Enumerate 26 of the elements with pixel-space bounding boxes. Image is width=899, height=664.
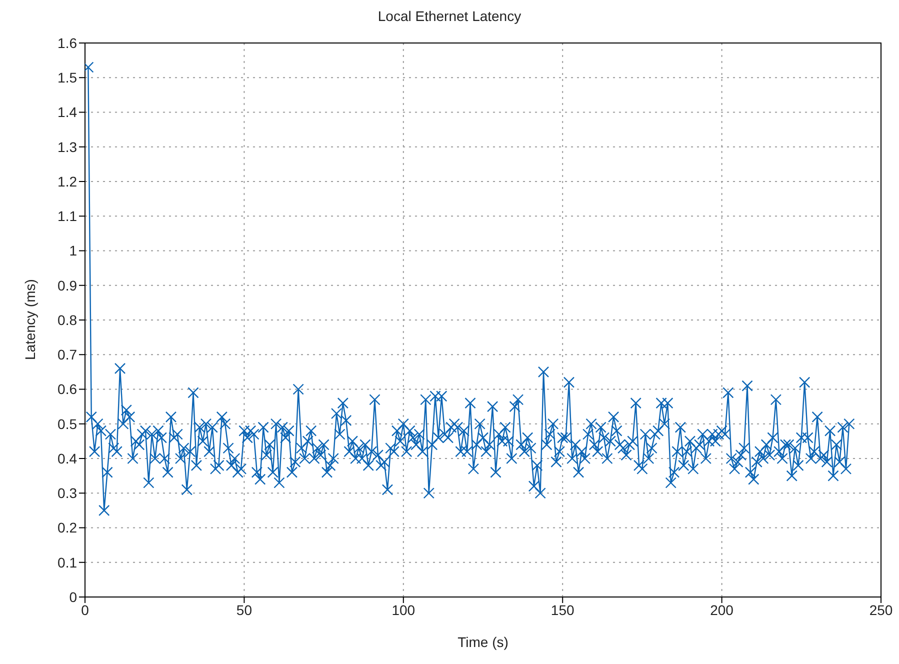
y-tick-label: 1.5 [58, 70, 78, 86]
y-axis-title: Latency (ms) [22, 279, 38, 360]
y-tick-label: 0.2 [58, 520, 78, 536]
y-tick-label: 0.8 [58, 312, 78, 328]
x-tick-label: 100 [392, 602, 416, 618]
y-tick-label: 1.3 [58, 138, 78, 155]
y-tick-label: 1 [69, 242, 78, 259]
y-tick-label: 0 [69, 588, 78, 605]
y-tick-label: 1.4 [58, 104, 78, 120]
y-tick-label: 1.2 [58, 173, 78, 190]
x-axis-title: Time (s) [458, 634, 508, 650]
x-tick-label: 50 [236, 602, 252, 618]
x-tick-label: 250 [869, 602, 893, 618]
x-tick-label: 200 [710, 602, 734, 618]
chart-title: Local Ethernet Latency [376, 8, 522, 24]
y-tick-label: 1.6 [58, 34, 78, 51]
x-tick-label: 0 [81, 602, 90, 618]
y-tick-label: 0.6 [58, 381, 78, 398]
y-tick-label: 0.3 [58, 485, 78, 502]
y-tick-label: 0.9 [58, 277, 78, 294]
y-tick-label: 1.1 [58, 208, 78, 224]
y-tick-label: 0.1 [58, 554, 78, 570]
y-tick-label: 0.4 [58, 450, 78, 466]
x-tick-label: 150 [550, 602, 574, 618]
y-tick-label: 0.5 [58, 416, 78, 432]
y-tick-label: 0.7 [58, 346, 78, 363]
